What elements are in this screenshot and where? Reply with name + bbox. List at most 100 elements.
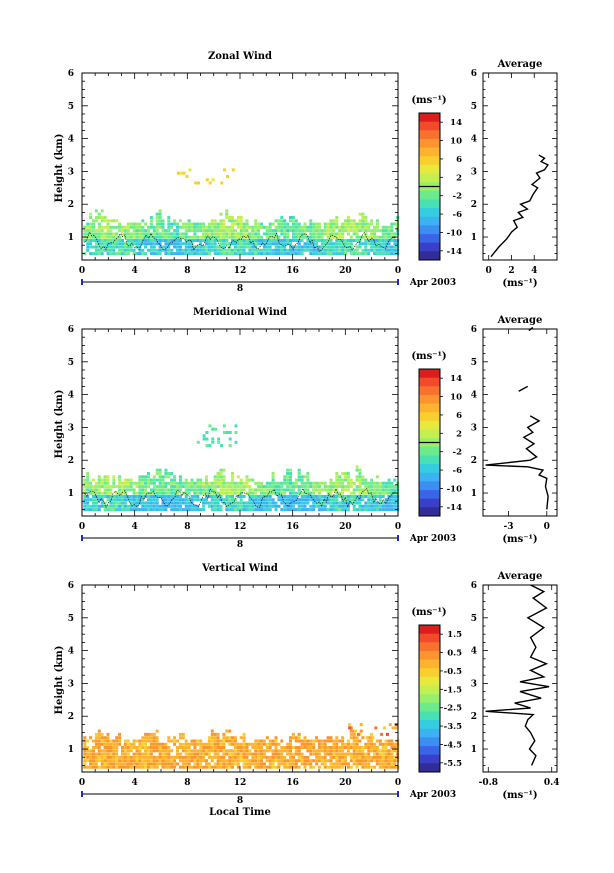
heatmap-cell <box>355 222 359 226</box>
heatmap-cell <box>190 252 194 256</box>
heatmap-cell <box>222 501 226 505</box>
heatmap-cell <box>176 485 179 489</box>
heatmap-cell <box>268 485 272 489</box>
heatmap-cell <box>390 485 394 489</box>
heatmap-cell <box>268 765 272 769</box>
heatmap-cell <box>167 765 171 769</box>
heatmap-cell <box>291 219 295 223</box>
heatmap-cell <box>126 242 130 246</box>
heatmap-cell <box>222 491 226 495</box>
heatmap-cell <box>225 232 229 236</box>
heatmap-cell <box>283 749 287 753</box>
heatmap-cell <box>222 229 226 233</box>
heatmap-cell <box>260 498 263 502</box>
heatmap-cell <box>306 478 310 482</box>
heatmap-cell <box>202 501 206 505</box>
heatmap-cell <box>83 225 87 229</box>
heatmap-cell <box>231 242 234 246</box>
heatmap-cell <box>170 478 174 482</box>
heatmap-cell <box>329 485 333 489</box>
heatmap-cell <box>100 765 104 769</box>
heatmap-cell <box>364 485 368 489</box>
heatmap-cell <box>358 495 362 498</box>
heatmap-cell <box>390 508 394 512</box>
heatmap-cell <box>100 759 104 763</box>
heatmap-cell <box>173 508 177 512</box>
heatmap-cell <box>260 746 263 749</box>
heatmap-cell <box>176 225 179 229</box>
heatmap-cell <box>187 252 191 256</box>
heatmap-cell <box>387 478 391 482</box>
heatmap-cell <box>371 736 375 740</box>
heatmap-cell <box>387 759 391 763</box>
heatmap-cell <box>236 222 240 226</box>
heatmap-cell <box>141 752 145 756</box>
heatmap-cell <box>106 219 110 223</box>
colorbar-swatch <box>419 659 440 669</box>
heatmap-cell <box>216 508 220 512</box>
heatmap-cell <box>341 478 345 482</box>
heatmap-cell <box>164 252 168 256</box>
heatmap-cell <box>109 219 113 223</box>
heatmap-cell <box>187 749 191 753</box>
heatmap-cell <box>265 248 269 252</box>
heatmap-cell <box>149 216 153 219</box>
heatmap-cell <box>248 239 252 242</box>
heatmap-cell <box>341 242 345 246</box>
heatmap-cell <box>216 472 220 475</box>
heatmap-cell <box>312 485 316 489</box>
heatmap-cell <box>158 216 162 219</box>
heatmap-cell <box>335 742 339 746</box>
heatmap-cell <box>155 504 159 508</box>
heatmap-cell <box>202 481 206 485</box>
heatmap-cell <box>274 749 278 753</box>
heatmap-cell <box>373 755 376 759</box>
heatmap-cell <box>251 229 255 233</box>
heatmap-cell <box>306 475 310 479</box>
heatmap-cell <box>112 765 116 769</box>
heatmap-cell <box>112 759 116 763</box>
heatmap-cell <box>89 239 93 242</box>
heatmap-cell <box>303 488 307 492</box>
heatmap-cell <box>349 248 353 252</box>
heatmap-cell <box>367 248 371 252</box>
heatmap-cell <box>317 252 321 256</box>
heatmap-cell <box>306 225 310 229</box>
heatmap-cell <box>352 488 356 492</box>
heatmap-cell <box>164 765 168 769</box>
heatmap-cell <box>271 232 275 236</box>
heatmap-cell <box>393 495 397 498</box>
heatmap-cell <box>126 222 130 226</box>
heatmap-cell <box>94 501 98 505</box>
heatmap-cell <box>390 235 394 239</box>
heatmap-cell <box>170 491 174 495</box>
heatmap-cell <box>219 739 223 743</box>
heatmap-cell <box>158 209 162 213</box>
heatmap-cell <box>390 762 394 766</box>
heatmap-cell <box>344 488 347 492</box>
heatmap-cell <box>326 235 330 239</box>
heatmap-cell <box>158 752 162 756</box>
heatmap-cell <box>387 498 391 502</box>
heatmap-cell <box>265 765 269 769</box>
heatmap-cell <box>193 755 197 759</box>
heatmap-cell <box>216 755 220 759</box>
heatmap-cell <box>358 478 362 482</box>
heatmap-cell <box>167 501 171 505</box>
heatmap-cell <box>94 239 98 242</box>
heatmap-cell <box>271 235 275 239</box>
heatmap-cell <box>335 736 339 740</box>
heatmap-cell <box>164 485 168 489</box>
heatmap-cell <box>323 245 327 249</box>
heatmap-cell <box>317 225 321 229</box>
heatmap-cell <box>355 739 359 743</box>
heatmap-cell <box>315 252 319 256</box>
heatmap-cell <box>317 488 321 492</box>
heatmap-cell <box>141 755 145 759</box>
heatmap-cell <box>199 508 203 512</box>
heatmap-cell <box>190 498 194 502</box>
heatmap-cell <box>233 235 237 239</box>
heatmap-cell <box>378 229 382 233</box>
heatmap-cell <box>303 762 307 766</box>
heatmap-cell <box>222 752 226 756</box>
